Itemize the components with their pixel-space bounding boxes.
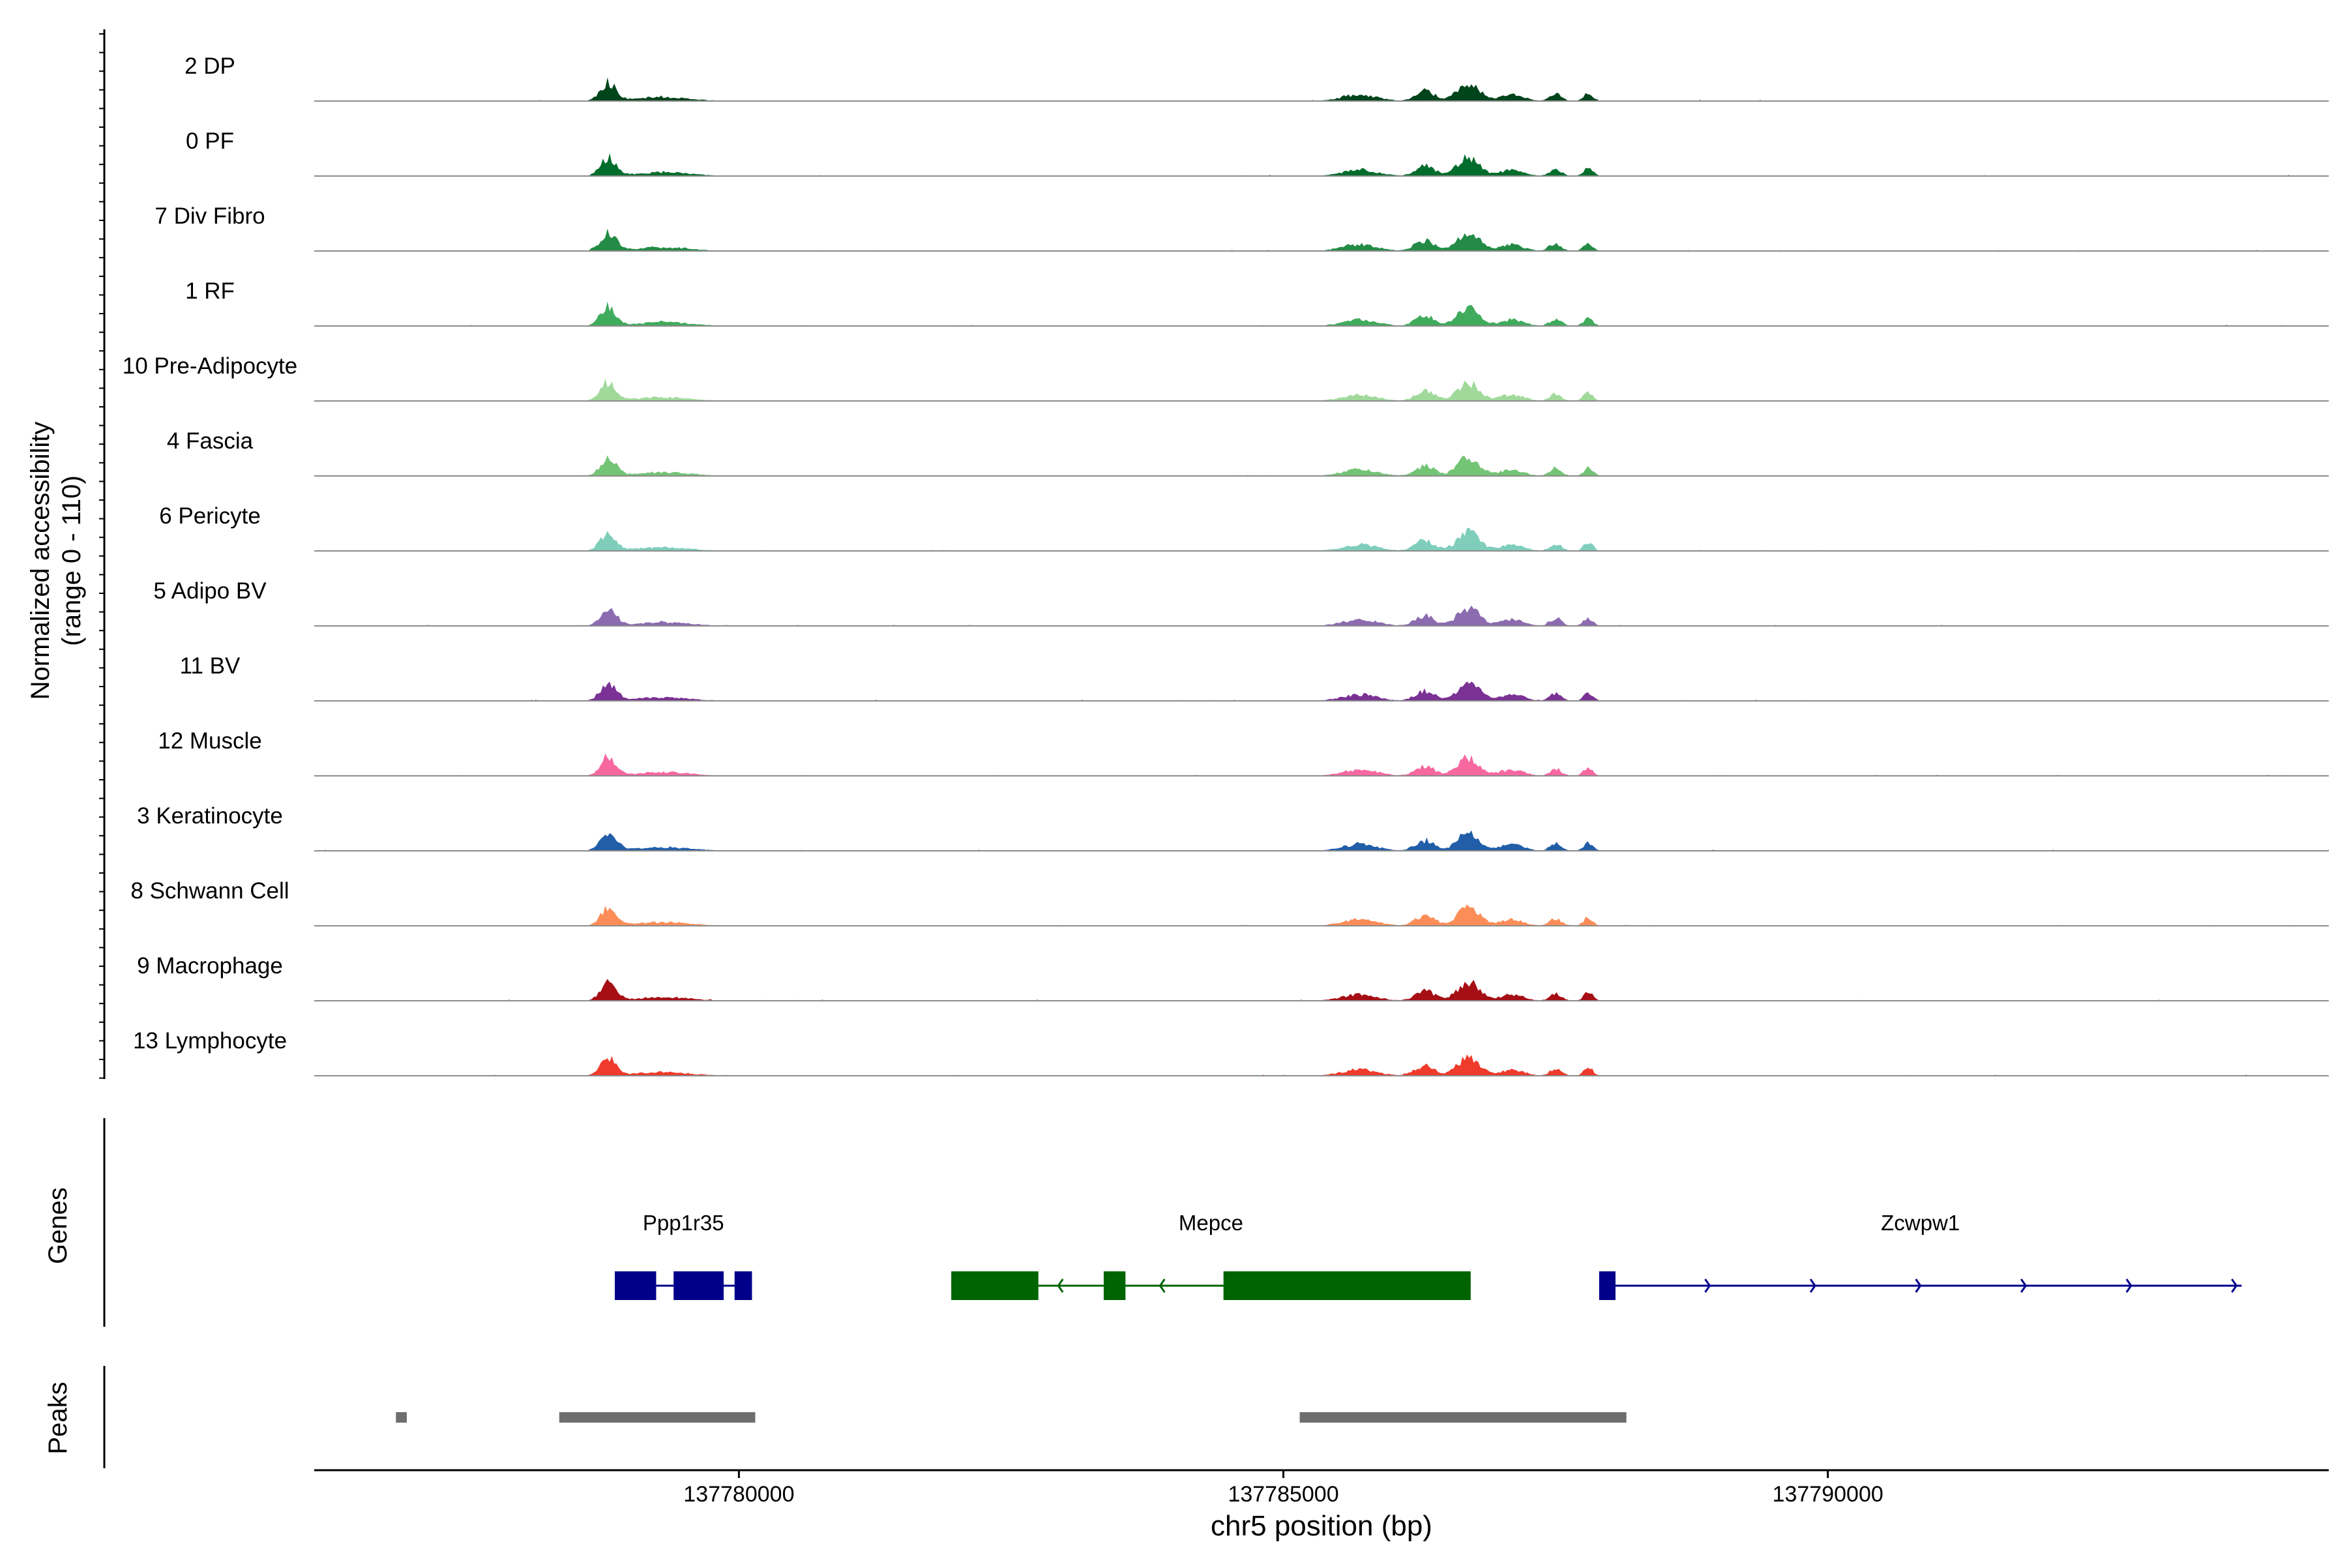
track-coverage-area xyxy=(314,904,2329,926)
y-axis-title-line1: Normalized accessibility xyxy=(26,422,55,700)
strand-arrow-icon xyxy=(2231,1279,2238,1293)
gene-exon xyxy=(614,1271,657,1300)
gene-exon xyxy=(1223,1271,1471,1300)
track-label: 7 Div Fibro xyxy=(155,203,265,229)
track-13-lymphocyte: 13 Lymphocyte xyxy=(133,1028,2329,1076)
x-tick-label: 137785000 xyxy=(1228,1482,1338,1507)
track-1-rf: 1 RF xyxy=(185,278,2329,327)
track-coverage-area xyxy=(314,153,2329,176)
track-label: 3 Keratinocyte xyxy=(137,803,283,829)
gene-exon xyxy=(734,1271,752,1300)
peak-region xyxy=(1299,1412,1627,1423)
track-12-muscle: 12 Muscle xyxy=(158,728,2329,777)
strand-arrow-icon xyxy=(1809,1279,1816,1293)
track-label: 13 Lymphocyte xyxy=(133,1028,287,1054)
gene-exon xyxy=(1103,1271,1126,1300)
track-coverage-area xyxy=(314,830,2329,851)
gene-label: Zcwpw1 xyxy=(1881,1211,1960,1235)
y-axis-ticks xyxy=(99,33,104,1079)
track-7-div-fibro: 7 Div Fibro xyxy=(155,203,2329,252)
gene-label: Ppp1r35 xyxy=(643,1211,724,1235)
track-9-macrophage: 9 Macrophage xyxy=(137,953,2329,1001)
track-label: 0 PF xyxy=(186,128,234,154)
y-axis-title: Normalized accessibility (range 0 - 110) xyxy=(26,422,86,700)
gene-exon xyxy=(673,1271,724,1300)
track-label: 12 Muscle xyxy=(158,728,262,754)
peaks-track-label: Peaks xyxy=(44,1382,72,1454)
x-axis-title: chr5 position (bp) xyxy=(1211,1510,1432,1542)
strand-arrow-icon xyxy=(1704,1279,1711,1293)
y-axis-title-line2: (range 0 - 110) xyxy=(57,475,86,646)
track-5-adipo-bv: 5 Adipo BV xyxy=(153,578,2329,627)
track-3-keratinocyte: 3 Keratinocyte xyxy=(137,803,2329,851)
peak-region xyxy=(559,1412,756,1423)
x-tick-label: 137780000 xyxy=(683,1482,794,1507)
x-axis-ticks: 137780000 137785000 137790000 xyxy=(683,1470,1883,1507)
track-coverage-area xyxy=(314,681,2329,701)
track-4-fascia: 4 Fascia xyxy=(167,428,2329,477)
track-coverage-area xyxy=(314,753,2329,776)
gene-label: Mepce xyxy=(1179,1211,1243,1235)
track-coverage-area xyxy=(314,1054,2329,1076)
genes-track: Ppp1r35 Mepce Zcwpw1 xyxy=(614,1211,2242,1300)
track-label: 4 Fascia xyxy=(167,428,254,454)
track-label: 11 BV xyxy=(180,653,241,679)
strand-arrow-icon xyxy=(2020,1279,2028,1293)
track-10-pre-adipocyte: 10 Pre-Adipocyte xyxy=(123,353,2329,402)
track-2-dp: 2 DP xyxy=(185,53,2329,102)
gene-zcwpw1: Zcwpw1 xyxy=(1599,1211,2242,1300)
gene-exon xyxy=(1599,1271,1616,1300)
strand-arrow-icon xyxy=(2125,1279,2133,1293)
track-11-bv: 11 BV xyxy=(180,653,2329,702)
track-coverage-area xyxy=(314,301,2329,326)
gene-mepce: Mepce xyxy=(951,1211,1471,1300)
track-8-schwann-cell: 8 Schwann Cell xyxy=(130,878,2329,926)
strand-arrow-icon xyxy=(1159,1279,1166,1293)
genes-track-label: Genes xyxy=(44,1187,72,1264)
strand-arrow-icon xyxy=(1057,1279,1064,1293)
track-6-pericyte: 6 Pericyte xyxy=(159,503,2329,552)
strand-arrow-icon xyxy=(1915,1279,1922,1293)
track-label: 2 DP xyxy=(185,53,235,79)
track-coverage-area xyxy=(314,979,2329,1001)
track-coverage-area xyxy=(314,77,2329,101)
track-coverage-area xyxy=(314,527,2329,551)
track-0-pf: 0 PF xyxy=(186,128,2329,177)
x-tick-label: 137790000 xyxy=(1773,1482,1883,1507)
gene-ppp1r35: Ppp1r35 xyxy=(614,1211,752,1300)
track-label: 8 Schwann Cell xyxy=(130,878,289,904)
track-label: 1 RF xyxy=(185,278,235,304)
track-label: 5 Adipo BV xyxy=(153,578,267,604)
gene-exon xyxy=(951,1271,1039,1300)
track-coverage-area xyxy=(314,378,2329,401)
track-label: 10 Pre-Adipocyte xyxy=(123,353,297,379)
tracks-layer: 2 DP 0 PF 7 Div Fibro 1 RF 10 Pre-Adipocyte 4… xyxy=(123,53,2329,1076)
peaks-track xyxy=(396,1412,1627,1423)
track-label: 9 Macrophage xyxy=(137,953,283,979)
track-coverage-area xyxy=(314,228,2329,251)
track-label: 6 Pericyte xyxy=(159,503,261,529)
track-coverage-area xyxy=(314,605,2329,626)
track-coverage-area xyxy=(314,455,2329,476)
peak-region xyxy=(396,1412,407,1423)
